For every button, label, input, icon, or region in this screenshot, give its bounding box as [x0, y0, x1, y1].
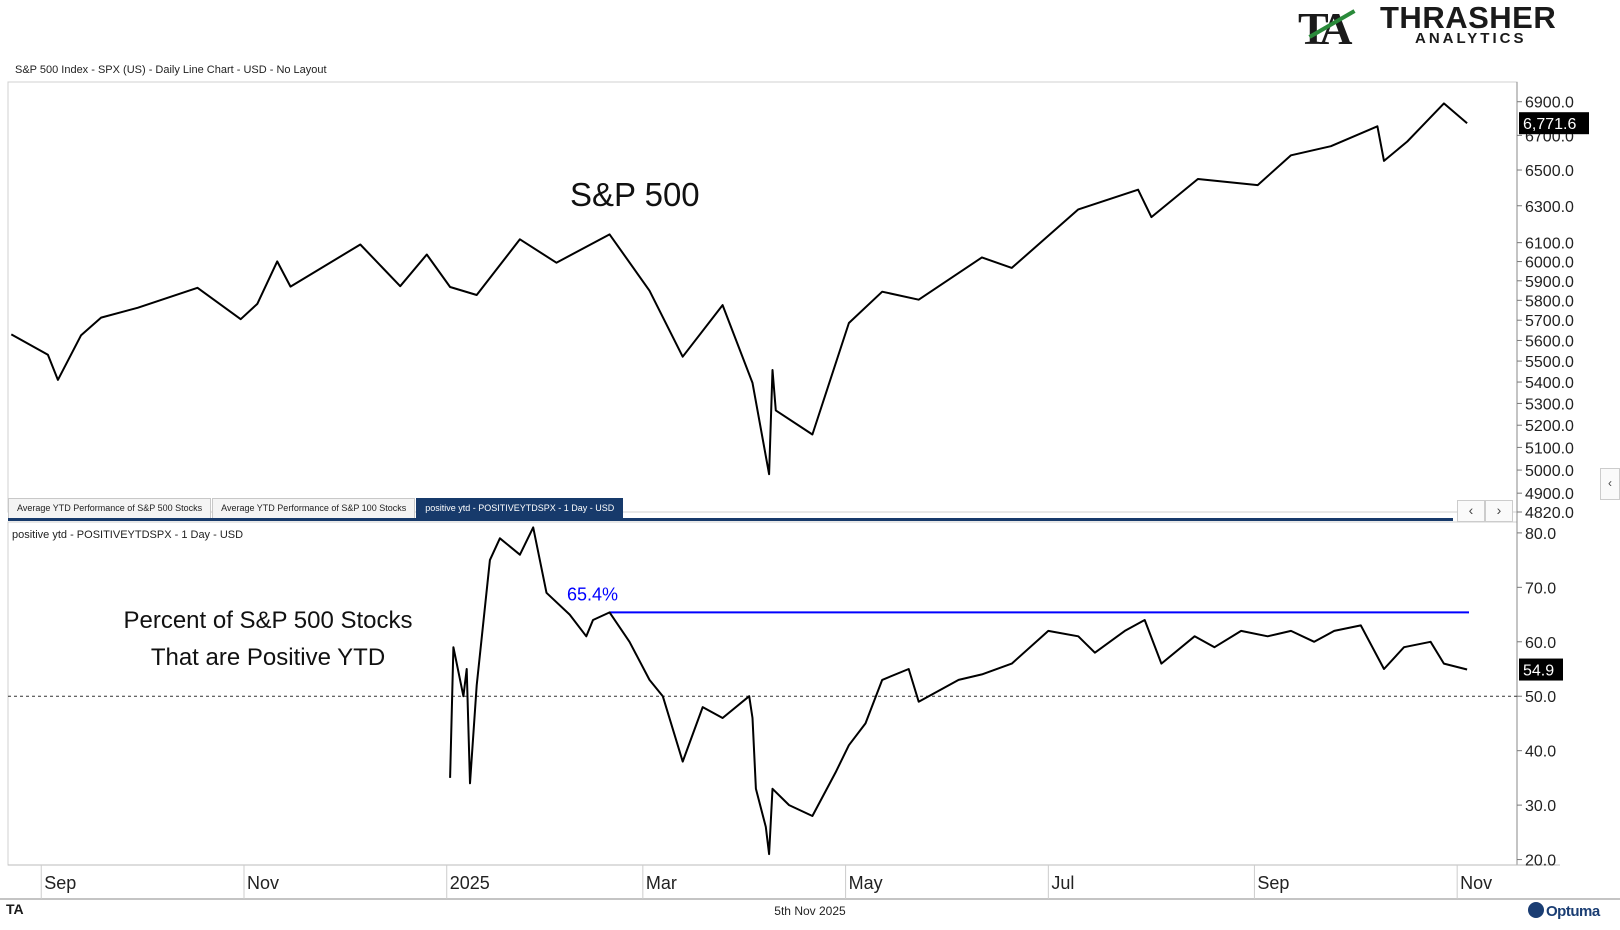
y-tick-label: 60.0 — [1525, 635, 1556, 652]
sp500-annotation: S&P 500 — [570, 176, 700, 213]
logo-name: THRASHER — [1380, 0, 1557, 35]
y-tick-label: 50.0 — [1525, 689, 1556, 706]
chart-date: 5th Nov 2025 — [774, 904, 846, 918]
y-tick-label: 4820.0 — [1525, 505, 1574, 522]
thrasher-analytics-logo: TA THRASHER ANALYTICS — [1298, 0, 1588, 54]
tab-underline — [8, 518, 1453, 521]
y-tick-label: 40.0 — [1525, 744, 1556, 761]
x-tick-label: Jul — [1051, 873, 1074, 893]
sp500-panel-border — [7, 81, 1518, 513]
y-tick-label: 6100.0 — [1525, 236, 1574, 253]
y-tick-label: 6000.0 — [1525, 255, 1574, 272]
optuma-logo: Optuma — [1528, 902, 1600, 920]
y-tick-label: 80.0 — [1525, 526, 1556, 543]
tab-avg-ytd-sp100[interactable]: Average YTD Performance of S&P 100 Stock… — [212, 498, 416, 518]
positive-ytd-annotation-line2: That are Positive YTD — [151, 644, 385, 671]
x-tick-label: Sep — [44, 873, 76, 893]
chart-header: S&P 500 Index - SPX (US) - Daily Line Ch… — [15, 64, 327, 76]
indicator-tabs: Average YTD Performance of S&P 500 Stock… — [8, 498, 624, 518]
x-tick-label: 2025 — [450, 873, 490, 893]
y-tick-label: 4900.0 — [1525, 486, 1574, 503]
chevron-left-icon[interactable]: ‹ — [1457, 500, 1485, 522]
y-tick-label: 5400.0 — [1525, 375, 1574, 392]
y-tick-label: 6500.0 — [1525, 163, 1574, 180]
tab-positive-ytd[interactable]: positive ytd - POSITIVEYTDSPX - 1 Day - … — [416, 498, 624, 518]
y-tick-label: 5700.0 — [1525, 313, 1574, 330]
y-tick-label: 5600.0 — [1525, 333, 1574, 350]
x-tick-label: Sep — [1257, 873, 1289, 893]
y-tick-label: 70.0 — [1525, 580, 1556, 597]
reference-line-label: 65.4% — [567, 584, 618, 604]
logo-sub: ANALYTICS — [1415, 30, 1527, 47]
x-tick-label: Mar — [646, 873, 677, 893]
positive-ytd-annotation-line1: Percent of S&P 500 Stocks — [123, 607, 412, 634]
x-tick-label: Nov — [247, 873, 279, 893]
panel-header: positive ytd - POSITIVEYTDSPX - 1 Day - … — [12, 529, 243, 541]
sp500-series-line — [10, 102, 1468, 476]
last-value-label: 54.9 — [1523, 663, 1554, 680]
y-tick-label: 5900.0 — [1525, 274, 1574, 291]
chart-frame — [0, 81, 1620, 900]
y-tick-label: 5000.0 — [1525, 463, 1574, 480]
x-tick-label: May — [849, 873, 883, 893]
tab-avg-ytd-sp500[interactable]: Average YTD Performance of S&P 500 Stock… — [8, 498, 212, 518]
x-tick-label: Nov — [1460, 873, 1492, 893]
y-tick-label: 20.0 — [1525, 853, 1556, 870]
last-value-badge — [1519, 112, 1589, 135]
optuma-icon — [1528, 902, 1544, 918]
positive-ytd-series-line — [449, 526, 1468, 856]
optuma-label: Optuma — [1546, 903, 1600, 920]
footer-ta-logo: TA — [6, 901, 24, 917]
y-tick-label: 6900.0 — [1525, 95, 1574, 112]
y-tick-label: 5800.0 — [1525, 293, 1574, 310]
last-value-label: 6,771.6 — [1523, 116, 1576, 133]
chevron-right-icon[interactable]: › — [1485, 500, 1513, 522]
y-tick-label: 6300.0 — [1525, 199, 1574, 216]
positive-ytd-panel: positive ytd - POSITIVEYTDSPX - 1 Day - … — [8, 526, 1563, 870]
y-tick-label: 5500.0 — [1525, 354, 1574, 371]
sp500-panel: 6900.06700.06500.06300.06100.06000.05900… — [10, 95, 1589, 522]
y-tick-label: 30.0 — [1525, 798, 1556, 815]
y-tick-label: 5300.0 — [1525, 396, 1574, 413]
y-tick-label: 5100.0 — [1525, 440, 1574, 457]
date-axis: Sep Nov 2025 Mar May Jul Sep Nov — [40, 865, 1492, 899]
last-value-badge — [1519, 658, 1563, 681]
y-tick-label: 5200.0 — [1525, 418, 1574, 435]
side-panel-toggle-icon[interactable]: ‹ — [1600, 468, 1620, 500]
